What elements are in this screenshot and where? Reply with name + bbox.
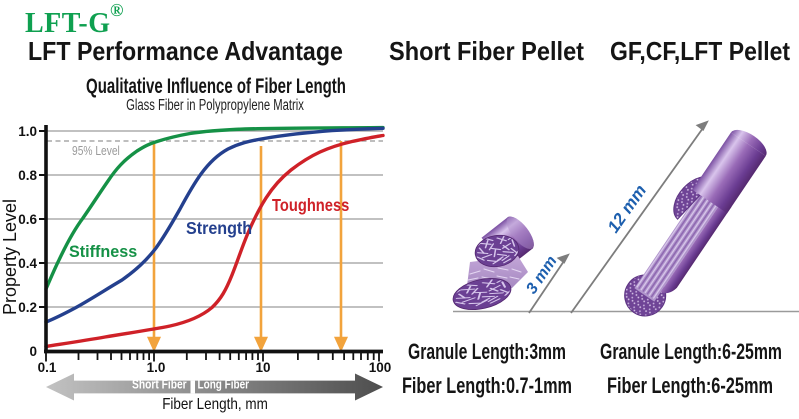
svg-text:0.2: 0.2 xyxy=(18,300,37,315)
svg-text:0.1: 0.1 xyxy=(38,360,57,375)
svg-text:Toughness: Toughness xyxy=(272,196,349,215)
svg-text:Property Level: Property Level xyxy=(0,199,20,315)
svg-text:0.4: 0.4 xyxy=(18,256,37,271)
svg-text:95% Level: 95% Level xyxy=(72,145,120,158)
svg-text:1.0: 1.0 xyxy=(18,124,37,139)
svg-text:0.6: 0.6 xyxy=(18,212,37,227)
svg-text:Fiber Length, mm: Fiber Length, mm xyxy=(162,396,268,413)
svg-text:Long Fiber: Long Fiber xyxy=(198,379,250,392)
svg-text:100: 100 xyxy=(369,360,392,375)
svg-text:10: 10 xyxy=(255,360,270,375)
svg-text:0: 0 xyxy=(29,344,37,359)
svg-text:Short Fiber: Short Fiber xyxy=(132,379,187,392)
svg-text:Stiffness: Stiffness xyxy=(69,242,137,261)
svg-text:12 mm: 12 mm xyxy=(604,181,650,236)
svg-text:1.0: 1.0 xyxy=(147,360,166,375)
svg-text:0.8: 0.8 xyxy=(18,168,37,183)
svg-text:Strength: Strength xyxy=(186,218,252,238)
